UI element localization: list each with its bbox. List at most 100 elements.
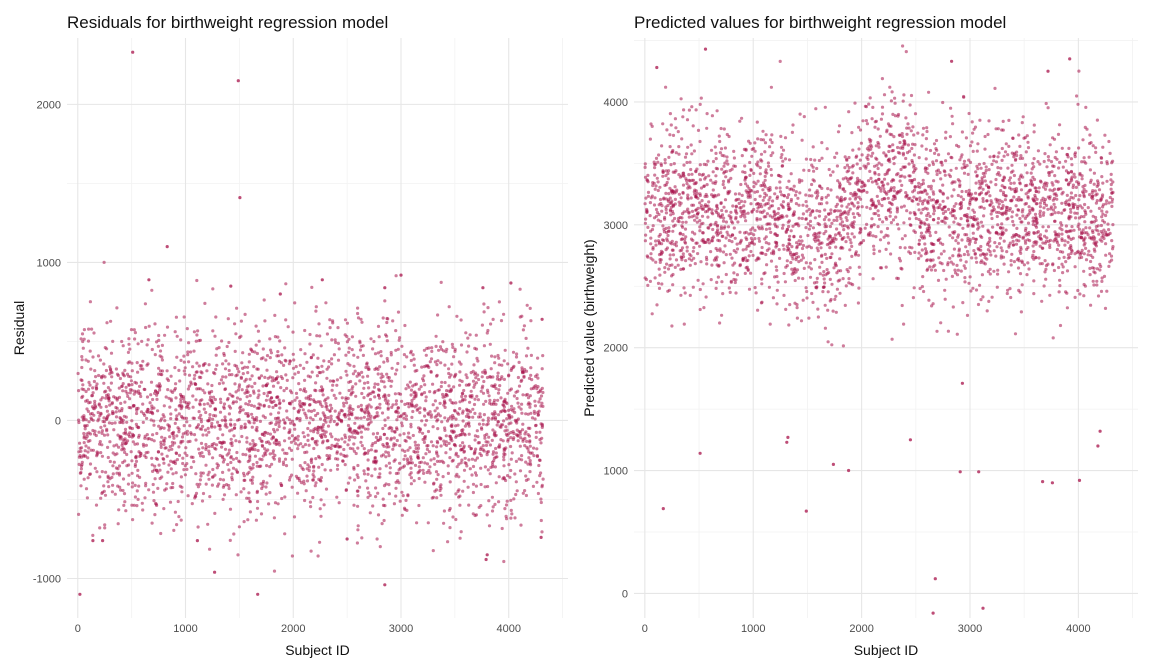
data-point bbox=[229, 441, 233, 445]
data-point bbox=[216, 436, 220, 440]
data-point bbox=[1107, 228, 1111, 232]
data-point bbox=[507, 463, 511, 467]
data-point bbox=[834, 245, 838, 249]
data-point bbox=[904, 156, 908, 161]
data-point bbox=[667, 288, 672, 292]
data-point bbox=[165, 369, 169, 373]
data-point bbox=[194, 339, 198, 343]
data-point bbox=[1008, 176, 1013, 180]
data-point bbox=[471, 379, 476, 383]
data-point bbox=[193, 373, 197, 377]
data-point bbox=[94, 375, 98, 379]
data-point bbox=[182, 416, 186, 420]
data-point bbox=[245, 440, 249, 444]
data-point bbox=[123, 400, 127, 404]
data-point bbox=[920, 144, 924, 148]
data-point bbox=[409, 476, 413, 480]
data-point bbox=[156, 486, 160, 490]
data-point bbox=[793, 278, 797, 283]
data-point bbox=[1094, 215, 1098, 220]
data-point bbox=[438, 401, 442, 405]
data-point bbox=[179, 518, 183, 522]
data-point bbox=[302, 366, 306, 370]
data-point bbox=[725, 155, 729, 159]
data-point bbox=[172, 388, 177, 392]
data-point bbox=[418, 427, 422, 431]
data-point bbox=[1024, 241, 1028, 245]
data-point bbox=[98, 526, 102, 530]
data-point bbox=[844, 240, 848, 244]
data-point bbox=[242, 474, 246, 478]
data-point bbox=[504, 503, 509, 507]
data-point bbox=[392, 444, 396, 448]
data-point bbox=[317, 454, 321, 459]
data-point bbox=[805, 289, 809, 294]
data-point bbox=[893, 114, 898, 118]
data-point bbox=[143, 434, 147, 438]
data-point bbox=[652, 203, 657, 207]
data-point bbox=[913, 250, 917, 254]
data-point bbox=[117, 445, 121, 449]
data-point bbox=[800, 179, 804, 183]
data-point bbox=[109, 381, 113, 385]
data-point bbox=[487, 499, 491, 503]
data-point bbox=[246, 518, 250, 522]
data-point bbox=[1019, 310, 1024, 314]
data-point bbox=[413, 440, 417, 444]
data-point bbox=[1063, 239, 1067, 243]
data-point bbox=[502, 559, 506, 564]
data-point bbox=[486, 419, 490, 423]
data-point bbox=[922, 289, 926, 294]
data-point bbox=[185, 420, 189, 424]
data-point bbox=[135, 489, 139, 493]
data-point bbox=[165, 325, 170, 329]
data-point bbox=[272, 399, 276, 404]
data-point bbox=[658, 260, 662, 264]
data-point bbox=[810, 194, 814, 198]
data-point bbox=[266, 376, 270, 380]
data-point bbox=[529, 353, 534, 357]
data-point bbox=[752, 185, 756, 189]
data-point bbox=[138, 475, 142, 479]
data-point bbox=[161, 457, 165, 461]
data-point bbox=[223, 387, 228, 391]
data-point bbox=[514, 390, 518, 394]
data-point bbox=[231, 457, 235, 461]
data-point bbox=[752, 180, 756, 184]
data-point bbox=[168, 405, 172, 409]
data-point bbox=[385, 372, 389, 376]
data-point bbox=[183, 451, 187, 455]
data-point bbox=[679, 97, 683, 101]
data-point bbox=[111, 451, 115, 455]
data-point bbox=[885, 170, 889, 174]
data-point bbox=[1001, 190, 1006, 194]
data-point bbox=[227, 486, 231, 491]
data-point bbox=[92, 379, 96, 384]
data-point bbox=[764, 227, 769, 231]
data-point bbox=[157, 424, 161, 428]
data-point bbox=[406, 383, 410, 387]
data-point bbox=[346, 413, 351, 417]
data-point bbox=[124, 509, 128, 513]
data-point bbox=[188, 439, 192, 443]
data-point bbox=[126, 394, 130, 398]
data-point bbox=[394, 348, 398, 352]
data-point bbox=[240, 361, 244, 365]
data-point bbox=[335, 378, 339, 382]
data-point bbox=[1032, 279, 1036, 283]
data-point bbox=[890, 337, 894, 341]
data-point bbox=[133, 442, 137, 446]
data-point bbox=[1110, 204, 1114, 208]
data-point bbox=[413, 369, 417, 373]
data-point bbox=[247, 491, 251, 495]
data-point bbox=[336, 358, 341, 362]
data-point bbox=[80, 365, 84, 370]
data-point bbox=[775, 196, 779, 200]
data-point bbox=[800, 216, 804, 221]
data-point bbox=[539, 441, 543, 445]
data-point bbox=[273, 501, 278, 505]
data-point bbox=[93, 466, 97, 470]
data-point bbox=[466, 412, 470, 416]
data-point bbox=[150, 521, 154, 525]
data-point bbox=[104, 368, 108, 373]
